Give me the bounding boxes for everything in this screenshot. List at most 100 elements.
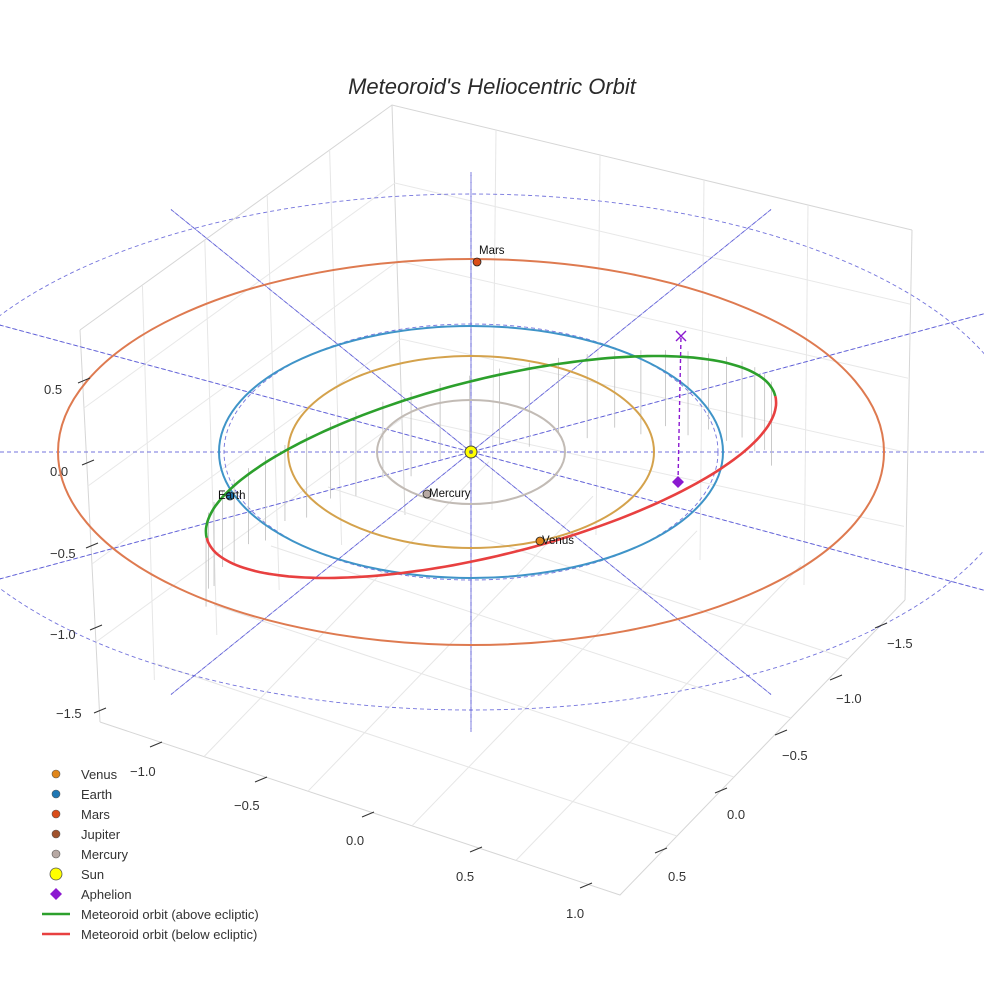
planet-earth [225,491,235,501]
wall-grid-line [204,239,218,636]
ecliptic-radial-line [0,324,984,591]
legend-label: Jupiter [81,826,121,842]
z-tick-mark [85,542,99,549]
legend-item: Meteoroid orbit (above ecliptic) [38,904,259,924]
x-tick-label: 1.0 [566,906,584,921]
legend-symbol [51,829,61,839]
floor-grid-line [156,663,678,837]
planet-label-venus: Venus [542,535,574,547]
legend-item: Mars [38,804,259,824]
legend-item: Venus [38,764,259,784]
legend-item: Jupiter [38,824,259,844]
meteoroid-orbit [204,354,778,580]
wall-grid-line [266,194,280,591]
legend-symbol [49,867,63,881]
box-back-vertical [391,104,406,516]
planet-orbits [57,258,885,646]
legend-label: Sun [81,866,105,882]
legend-item: Aphelion [38,884,259,904]
aphelion-marker [672,476,684,488]
wall-grid-line [595,154,601,536]
wall-grid-line [803,204,809,586]
meteoroid-orbit-above [204,354,777,539]
z-tick-label: −0.5 [50,546,76,561]
floor-grid-line [327,486,849,660]
legend-symbol [51,769,61,779]
legend-symbol [51,849,61,859]
meteoroid-orbit-below [205,395,778,580]
wall-grid-line [83,182,911,409]
x-tick-mark [361,811,375,818]
planet-label-earth: Earth [218,490,246,502]
y-tick-label: −0.5 [782,748,808,763]
z-tick-label: 0.0 [50,464,68,479]
z-tick-mark [77,377,91,384]
legend-label: Meteoroid orbit (below ecliptic) [81,926,258,942]
y-tick-mark [774,729,788,736]
y-tick-mark [714,787,728,794]
z-tick-mark [81,459,95,466]
legend-label: Aphelion [81,886,132,902]
planet-mars [472,257,482,267]
z-tick-mark [93,707,107,714]
legend-label: Venus [81,766,118,782]
x-tick-mark [469,846,483,853]
legend-item: Meteoroid orbit (below ecliptic) [38,924,259,944]
wall-grid-line [699,179,705,561]
wall-grid-line [491,129,497,511]
legend-diamond [50,888,62,900]
floor-grid-line [307,495,594,792]
x-tick-label: −1.0 [130,764,156,779]
orbit-mars [57,258,885,646]
x-tick-label: 0.5 [456,869,474,884]
legend-dot [51,789,61,799]
y-tick-mark [829,674,843,681]
legend-dot [51,769,61,779]
wall-grid-line [95,416,905,643]
floor-grid-line [515,565,802,861]
x-tick-label: −0.5 [234,798,260,813]
legend-dot [51,829,61,839]
legend-dot [51,809,61,819]
legend-item: Earth [38,784,259,804]
legend-symbol [51,809,61,819]
legend: Venus Earth Mars Jupiter Mercury Sun Aphelion M… [38,764,259,944]
chart-title: Meteoroid's Heliocentric Orbit [348,74,636,99]
wall-grid-line [141,284,155,681]
x-tick-mark [254,776,268,783]
legend-label: Mars [81,806,110,822]
y-tick-label: 0.5 [668,869,686,884]
floor-grid-line [270,545,792,719]
aphelion-projection-marker [675,330,687,342]
legend-label: Earth [81,786,113,802]
z-tick-mark [89,624,103,631]
box-floor-edge [99,599,906,896]
z-tick-label: −1.5 [56,706,82,721]
y-tick-label: −1.0 [836,691,862,706]
wall-grid-line [91,338,907,565]
aphelion-projection-line [677,335,682,483]
floor-grid-line [213,604,735,778]
z-tick-label: −1.0 [50,627,76,642]
orbit-mercury [376,399,566,505]
ecliptic-radial-line [0,313,984,580]
planet-mercury [422,489,432,499]
legend-symbol [42,912,70,916]
orbit-venus [287,355,655,549]
x-tick-mark [149,741,163,748]
z-tick-label: 0.5 [44,382,62,397]
ecliptic-radial-line [0,324,984,591]
legend-item: Mercury [38,844,259,864]
y-tick-label: −1.5 [887,636,913,651]
legend-item: Sun [38,864,259,884]
floor-grid-line [203,461,490,757]
x-tick-label: 0.0 [346,833,364,848]
wall-grid-line [87,260,909,487]
legend-label: Meteoroid orbit (above ecliptic) [81,906,259,922]
axis-box [79,104,913,896]
planet-label-mars: Mars [479,245,505,257]
x-tick-mark [579,882,593,889]
sun-core [469,450,473,454]
legend-label: Mercury [81,846,128,862]
legend-symbol [42,932,70,936]
